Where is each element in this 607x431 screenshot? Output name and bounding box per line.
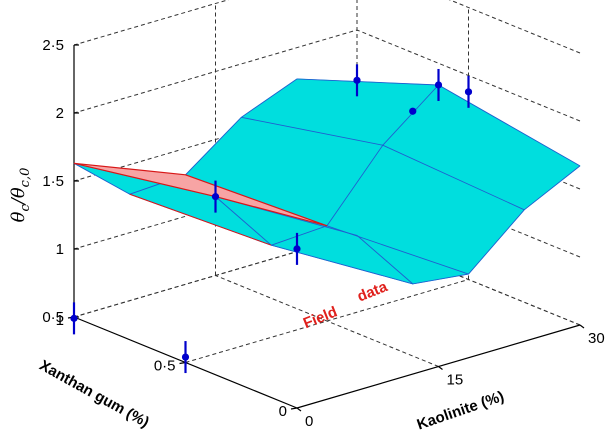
field-label-1: Field <box>301 303 340 332</box>
z-axis-title-main: θ <box>8 211 29 222</box>
y-tick-label: 1 <box>56 312 64 329</box>
y-tick-label: 0·5 <box>154 358 176 375</box>
mesh-line-x <box>356 165 581 285</box>
data-point <box>409 107 417 115</box>
field-data-region <box>73 162 328 246</box>
z-axis-title-sep: /θ <box>8 187 29 206</box>
data-markers <box>70 64 473 374</box>
data-point <box>353 76 361 84</box>
z-axis-title-sub2: c,0 <box>18 168 33 188</box>
y-tick-mark <box>290 407 298 410</box>
data-point <box>211 193 220 201</box>
data-point <box>70 314 78 322</box>
x-tick-mark <box>296 407 302 412</box>
y-tick-label: 0 <box>279 403 287 420</box>
field-divider <box>129 193 272 246</box>
y-axis-title: Xanthan gum (%) <box>36 357 151 431</box>
x-tick-mark <box>438 366 443 370</box>
field-label-2: data <box>355 278 391 306</box>
data-point <box>293 245 301 253</box>
x-axis-title: Kaolinite (%) <box>415 388 506 431</box>
data-point <box>181 353 190 361</box>
z-tick-label: 1·5 <box>42 173 64 190</box>
x-tick-mark <box>579 324 585 329</box>
z-tick-label: 2 <box>56 105 64 122</box>
z-axis-title: θc/θc,0 <box>8 168 33 223</box>
grid-line-z <box>73 0 581 54</box>
x-tick-label: 30 <box>588 330 605 347</box>
z-tick-label: 2·5 <box>42 37 64 54</box>
data-point <box>434 81 443 89</box>
x-tick-label: 0 <box>305 413 313 430</box>
grid-line-floor-y <box>185 279 469 363</box>
data-point <box>464 88 473 96</box>
z-tick-label: 1 <box>56 241 64 258</box>
z-axis-title-sub: c <box>18 204 33 212</box>
x-tick-label: 15 <box>447 372 464 389</box>
z-tick-label: 0·5 <box>42 309 64 326</box>
field-patch <box>73 162 328 227</box>
surface <box>73 78 581 285</box>
